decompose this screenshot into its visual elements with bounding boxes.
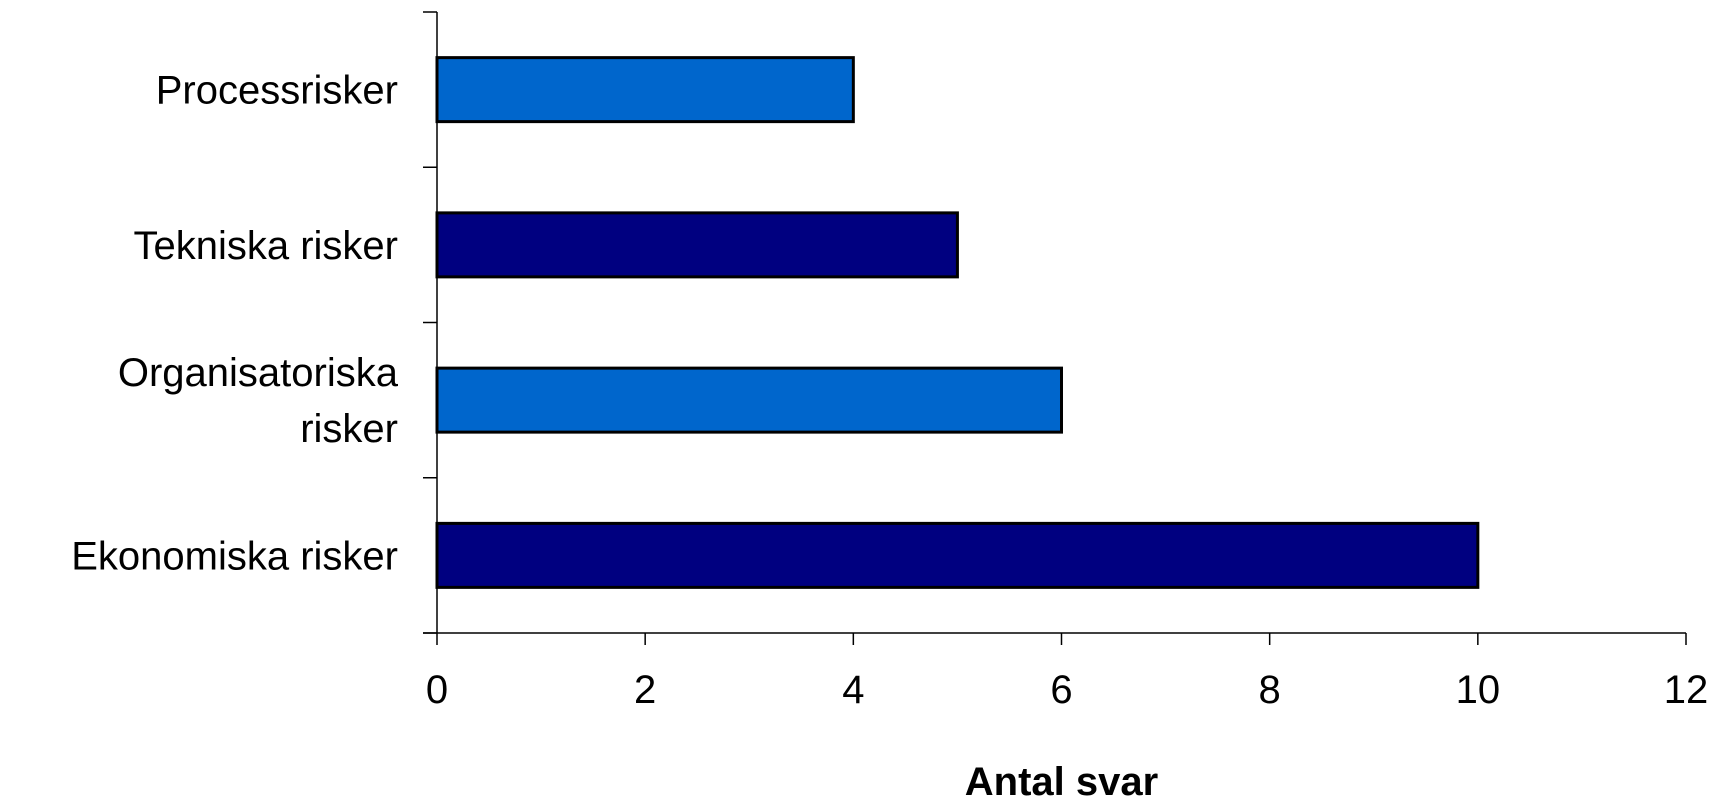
axes-layer bbox=[423, 11, 1687, 645]
bar-2 bbox=[435, 211, 959, 279]
x-tick-label: 2 bbox=[634, 668, 656, 712]
bar-3 bbox=[435, 366, 1063, 434]
x-tick-label: 6 bbox=[1050, 668, 1072, 712]
category-label: Ekonomiska risker bbox=[71, 534, 398, 578]
category-label: Processrisker bbox=[156, 69, 398, 113]
x-tick-label: 4 bbox=[842, 668, 864, 712]
category-label: Organisatoriska risker bbox=[118, 351, 399, 451]
bars-layer bbox=[435, 56, 1480, 589]
bar-4 bbox=[435, 521, 1480, 589]
x-tick-label: 8 bbox=[1259, 668, 1281, 712]
x-tick-label: 0 bbox=[426, 668, 448, 712]
labels-layer: 0 2 4 6 8 10 12 Processrisker Tekniska risker Org… bbox=[71, 69, 1708, 712]
x-axis-title: Antal svar bbox=[965, 760, 1158, 800]
x-tick-label: 10 bbox=[1456, 668, 1501, 712]
bar-1 bbox=[435, 56, 855, 124]
category-label: Tekniska risker bbox=[133, 224, 398, 268]
x-tick-label: 12 bbox=[1664, 668, 1709, 712]
